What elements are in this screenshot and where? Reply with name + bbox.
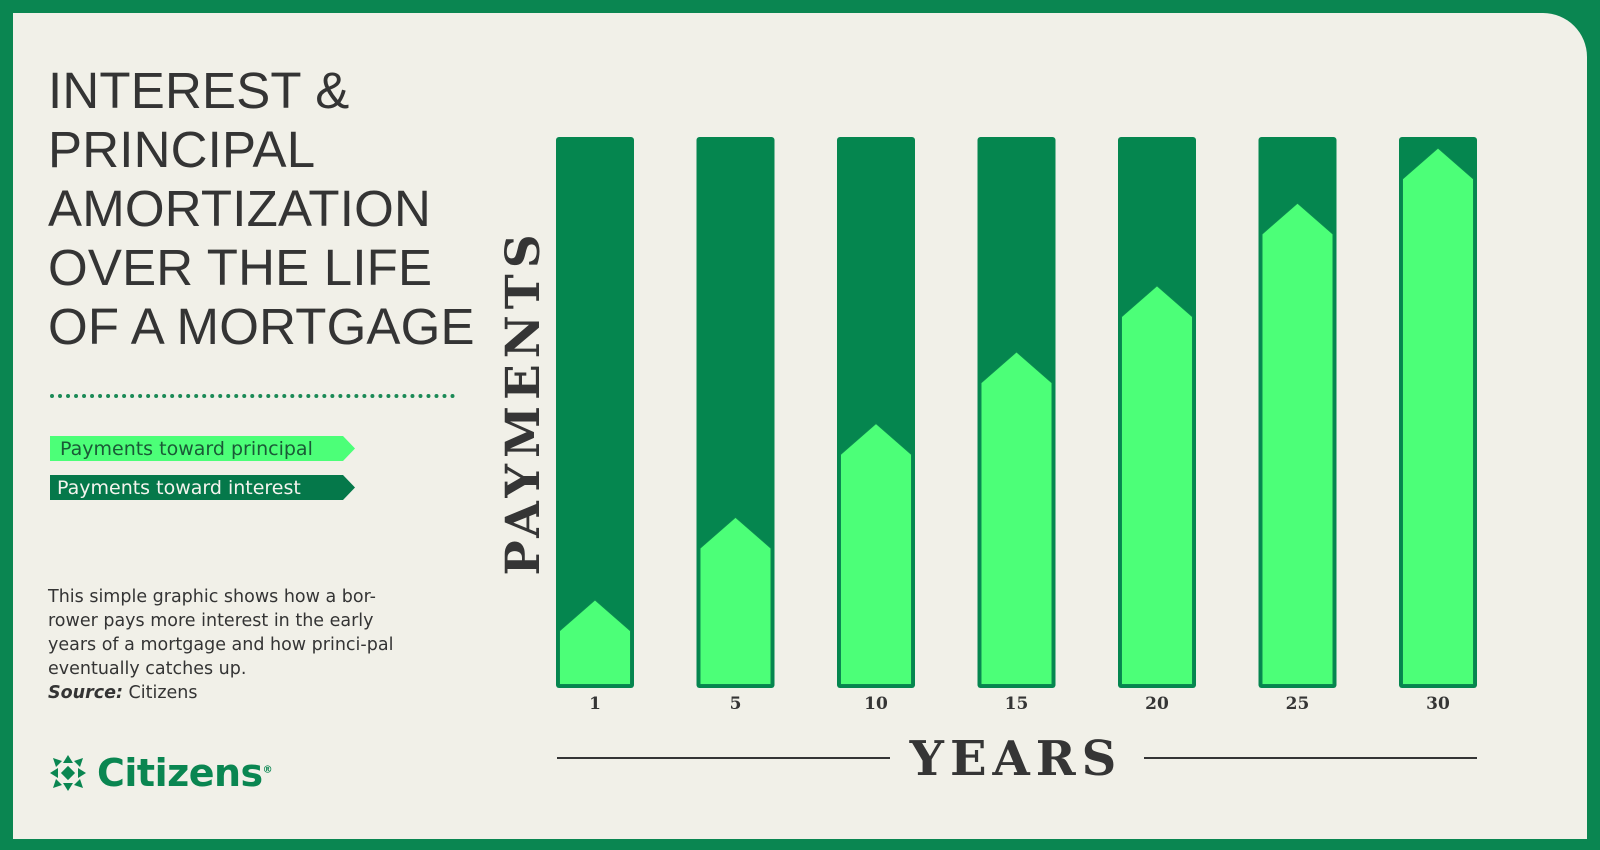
title-line: AMORTIZATION — [48, 180, 432, 237]
legend-principal: Payments toward principal — [50, 436, 355, 461]
title-line: OVER THE LIFE — [48, 239, 433, 296]
infographic-card: INTEREST & PRINCIPAL AMORTIZATION OVER T… — [13, 13, 1587, 839]
logo-text: Citizens® — [97, 750, 273, 795]
title-line: PRINCIPAL — [48, 121, 316, 178]
bar-principal-15 — [980, 351, 1053, 685]
page-title: INTEREST & PRINCIPAL AMORTIZATION OVER T… — [48, 61, 488, 356]
x-tick-label: 10 — [864, 694, 888, 714]
citizens-logo-icon — [50, 754, 86, 791]
source-label: Source: — [48, 683, 123, 703]
bar-principal-20 — [1121, 285, 1193, 685]
citizens-logo: Citizens® — [48, 750, 273, 795]
legend-interest: Payments toward interest — [50, 475, 355, 500]
bar-principal-30 — [1402, 147, 1474, 685]
dotted-divider — [50, 394, 455, 398]
bar-interest-1 — [556, 137, 634, 688]
bar-principal-25 — [1261, 202, 1334, 685]
x-axis-label: YEARS — [909, 731, 1123, 787]
legend-interest-label: Payments toward interest — [57, 476, 301, 499]
description: This simple graphic shows how a bor-rowe… — [48, 585, 423, 705]
bar-principal-1 — [559, 599, 631, 685]
legend-principal-label: Payments toward principal — [60, 437, 313, 460]
title-line: INTEREST & — [48, 62, 350, 119]
x-tick-label: 30 — [1426, 694, 1450, 714]
bars-group: 1 5 10 15 20 25 30 — [556, 137, 1477, 714]
x-tick-label: 20 — [1145, 694, 1169, 714]
x-tick-label: 5 — [730, 694, 742, 714]
amortization-chart: PAYMENTS YEARS 1 5 10 15 20 25 30 — [496, 137, 1477, 787]
bar-principal-10 — [840, 423, 912, 685]
x-tick-label: 25 — [1286, 694, 1310, 714]
title-line: OF A MORTGAGE — [48, 298, 475, 355]
x-tick-label: 15 — [1005, 694, 1029, 714]
x-tick-label: 1 — [589, 694, 601, 714]
description-text: This simple graphic shows how a bor-rowe… — [48, 587, 394, 679]
y-axis-label: PAYMENTS — [496, 228, 551, 575]
source-value: Citizens — [128, 683, 198, 703]
logo-wordmark: Citizens — [97, 750, 263, 795]
bar-principal-5 — [699, 516, 772, 685]
